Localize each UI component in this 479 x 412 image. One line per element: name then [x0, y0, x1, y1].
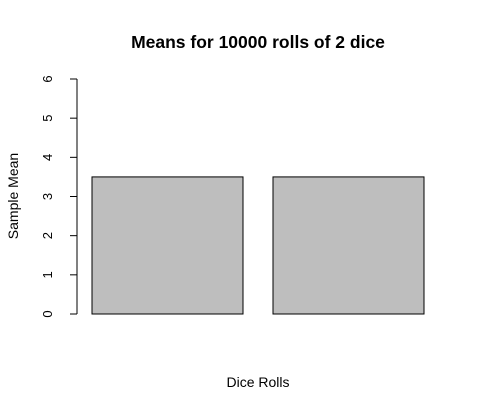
y-tick-label: 3 — [40, 193, 55, 200]
y-tick-label: 0 — [40, 310, 55, 317]
y-axis-label: Sample Mean — [5, 153, 21, 239]
bar-2 — [273, 177, 424, 314]
y-tick-label: 2 — [40, 232, 55, 239]
x-axis-label: Dice Rolls — [226, 374, 289, 390]
y-tick-label: 4 — [40, 154, 55, 161]
chart-title: Means for 10000 rolls of 2 dice — [131, 32, 385, 52]
bar-1 — [92, 177, 243, 314]
y-tick-label: 6 — [40, 75, 55, 82]
y-tick-label: 1 — [40, 271, 55, 278]
y-tick-label: 5 — [40, 115, 55, 122]
